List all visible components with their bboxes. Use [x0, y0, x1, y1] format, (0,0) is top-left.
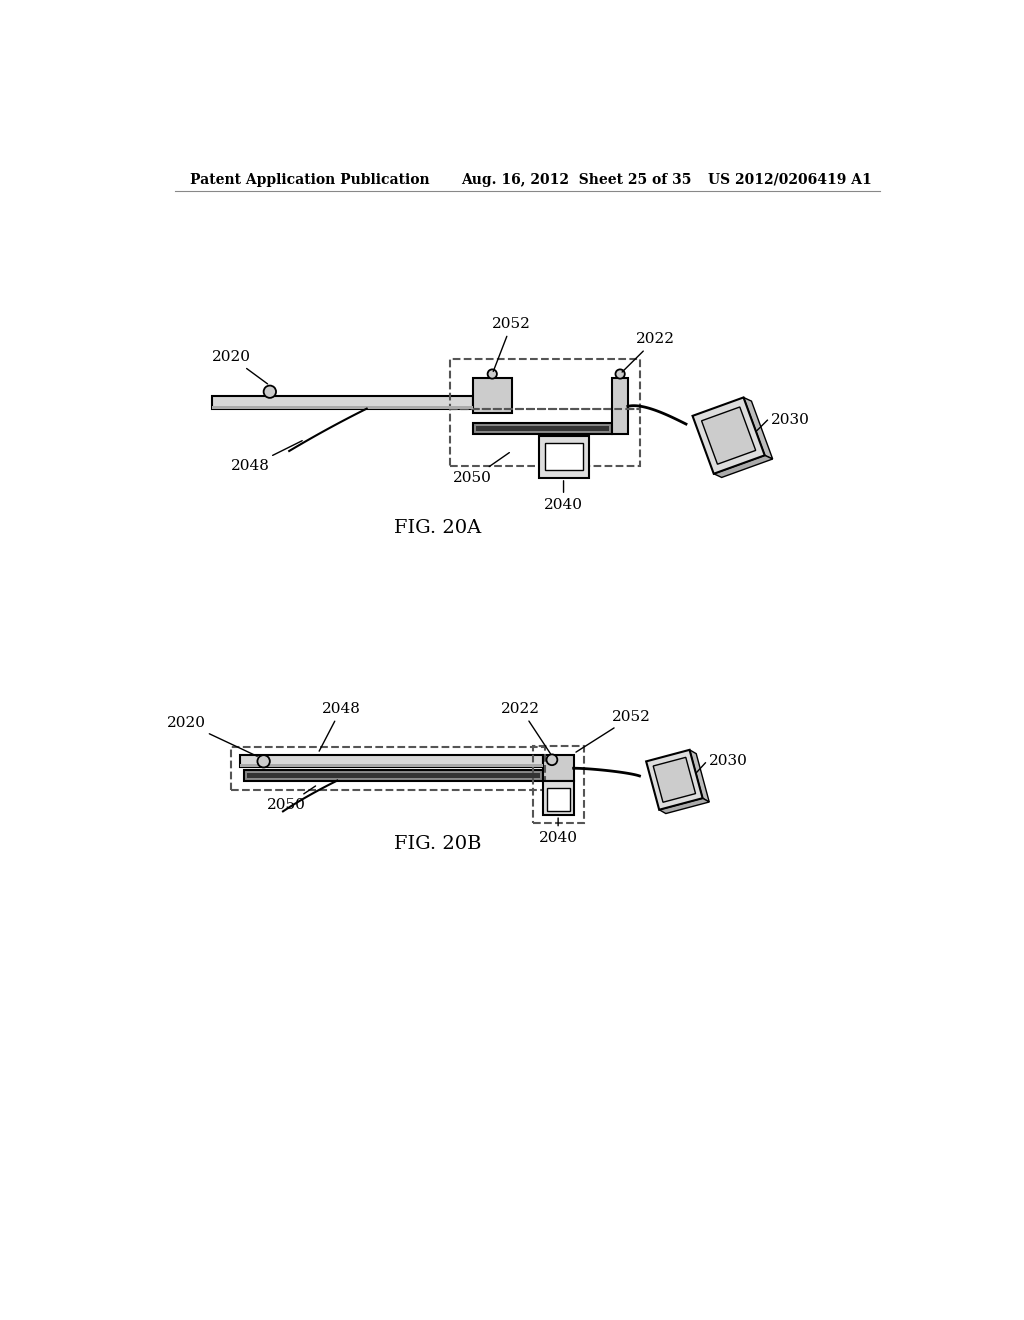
- Bar: [248, 774, 540, 779]
- Polygon shape: [743, 397, 773, 459]
- Bar: [543, 755, 573, 780]
- Text: 2050: 2050: [454, 453, 509, 484]
- Polygon shape: [659, 799, 710, 813]
- Bar: [473, 378, 512, 412]
- Text: FIG. 20B: FIG. 20B: [394, 834, 481, 853]
- Bar: [212, 396, 473, 409]
- Polygon shape: [701, 407, 756, 465]
- Circle shape: [487, 370, 497, 379]
- Bar: [539, 436, 589, 478]
- Text: Aug. 16, 2012  Sheet 25 of 35: Aug. 16, 2012 Sheet 25 of 35: [461, 173, 691, 187]
- Bar: [231, 747, 545, 789]
- Bar: [543, 780, 573, 816]
- Text: 2020: 2020: [212, 350, 267, 384]
- Circle shape: [615, 370, 625, 379]
- Bar: [212, 405, 473, 409]
- Text: 2022: 2022: [623, 333, 675, 372]
- Text: 2020: 2020: [167, 715, 257, 756]
- Bar: [241, 755, 543, 767]
- Text: 2048: 2048: [231, 441, 302, 474]
- Text: 2052: 2052: [493, 317, 531, 371]
- Text: 2040: 2040: [544, 480, 583, 512]
- Bar: [450, 359, 640, 409]
- Bar: [547, 788, 569, 812]
- Bar: [241, 763, 543, 767]
- Polygon shape: [692, 397, 765, 474]
- Text: 2052: 2052: [575, 710, 651, 752]
- Circle shape: [547, 755, 557, 766]
- Text: US 2012/0206419 A1: US 2012/0206419 A1: [709, 173, 872, 187]
- Polygon shape: [653, 758, 695, 803]
- Text: 2022: 2022: [502, 702, 550, 754]
- Circle shape: [257, 755, 270, 767]
- Text: 2030: 2030: [771, 413, 810, 428]
- Circle shape: [263, 385, 276, 397]
- Text: Patent Application Publication: Patent Application Publication: [190, 173, 430, 187]
- Text: 2030: 2030: [710, 754, 749, 767]
- Polygon shape: [646, 750, 702, 809]
- Bar: [545, 444, 583, 470]
- Text: 2048: 2048: [319, 702, 360, 751]
- Polygon shape: [714, 455, 773, 478]
- Bar: [534, 746, 584, 822]
- Bar: [612, 378, 628, 434]
- Text: 2050: 2050: [267, 785, 315, 812]
- Text: FIG. 20A: FIG. 20A: [394, 519, 481, 537]
- Bar: [476, 426, 609, 430]
- Bar: [450, 409, 640, 466]
- Polygon shape: [689, 750, 710, 803]
- Bar: [245, 770, 543, 780]
- Text: 2040: 2040: [539, 818, 578, 845]
- Bar: [473, 424, 612, 434]
